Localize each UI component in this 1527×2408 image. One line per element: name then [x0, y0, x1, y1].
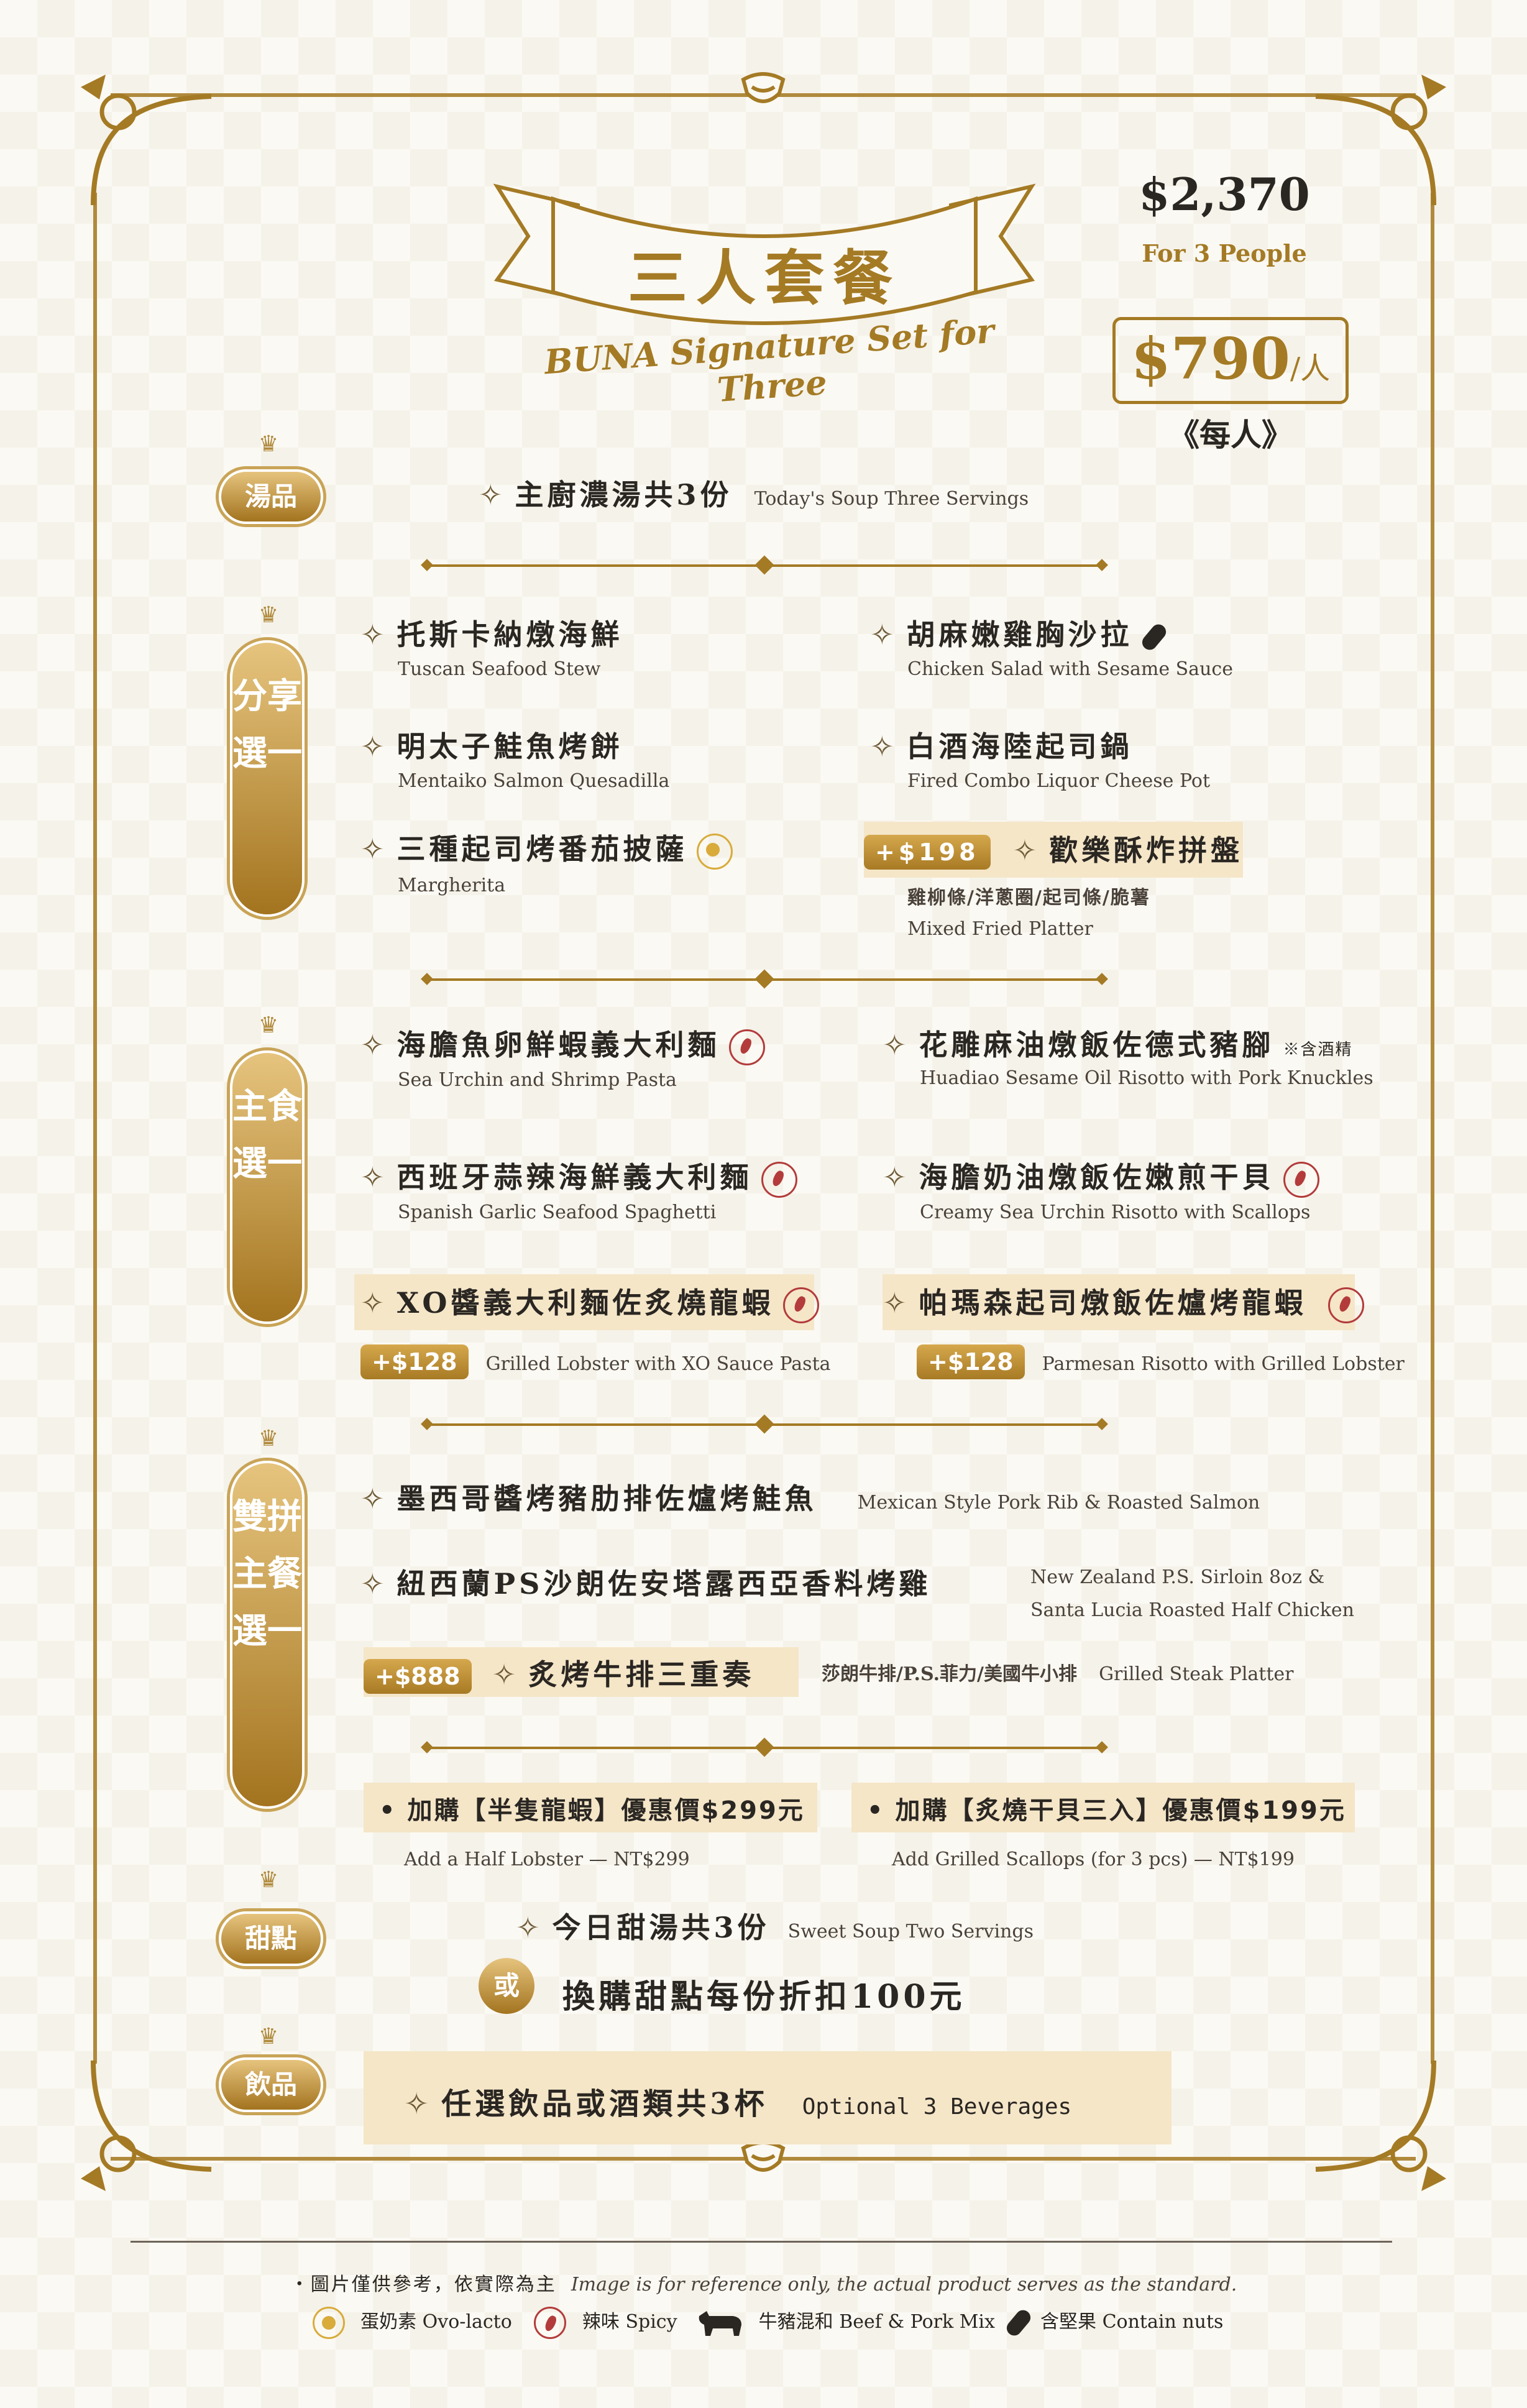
crown-icon: ♛ [258, 2024, 279, 2049]
title-banner [493, 183, 1036, 325]
addon-badge: +$888 [364, 1659, 472, 1694]
sparkle-icon: ✧ [360, 1482, 388, 1515]
corner-ornament-bl [81, 2060, 212, 2191]
highlight [354, 1274, 814, 1330]
total-price: $2,370 [1139, 168, 1310, 221]
spicy-icon [1283, 1162, 1319, 1198]
drink-item: ✧ 任選飲品或酒類共3杯 Optional 3 Beverages [404, 2087, 1072, 2121]
spicy-icon [761, 1162, 797, 1198]
share-label: 分享選一 [230, 640, 305, 917]
divider [421, 1737, 1108, 1757]
per-price: $790 [1130, 325, 1290, 392]
ovo-lacto-icon [312, 2307, 345, 2339]
divider [421, 969, 1108, 989]
sparkle-icon: ✧ [883, 1160, 910, 1194]
sparkle-icon: ✧ [360, 1160, 388, 1194]
for-people: For 3 People [1142, 239, 1307, 267]
crown-icon: ♛ [258, 1867, 279, 1893]
spicy-icon [782, 1287, 819, 1323]
main-item-1: ✧ 海膽魚卵鮮蝦義大利麵 Sea Urchin and Shrimp Pasta [360, 1022, 765, 1091]
sparkle-icon: ✧ [360, 832, 388, 866]
crown-icon: ♛ [258, 602, 279, 628]
share-item-3: ✧ 明太子鮭魚烤餅 Mentaiko Salmon Quesadilla [360, 730, 670, 792]
main-item-5: ✧ XO醬義大利麵佐炙燒龍蝦 +$128 Grilled Lobster with … [360, 1280, 831, 1379]
main-label: 主食選一 [230, 1050, 305, 1324]
per-note: 《每人》 [1168, 416, 1293, 453]
sparkle-icon: ✧ [1012, 834, 1041, 867]
divider [421, 555, 1108, 575]
share-item-1: ✧ 托斯卡納燉海鮮 Tuscan Seafood Stew [360, 618, 623, 680]
logo-top-icon [741, 72, 786, 103]
spicy-icon [728, 1029, 765, 1065]
corner-ornament-tr [1315, 75, 1446, 206]
double-item-3-detail: 莎朗牛排/P.S.菲力/美國牛小排 Grilled Steak Platter [822, 1663, 1294, 1685]
sparkle-icon: ✧ [883, 1028, 910, 1062]
sparkle-icon: ✧ [883, 1286, 910, 1320]
spicy-icon [1328, 1287, 1364, 1323]
soup-item: ✧ 主廚濃湯共3份 Today's Soup Three Servings [479, 478, 1029, 512]
dessert-label: 甜點 [219, 1911, 323, 1966]
main-item-4: ✧ 海膽奶油燉飯佐嫩煎干貝 Creamy Sea Urchin Risotto w… [883, 1155, 1319, 1223]
share-item-4: ✧ 白酒海陸起司鍋 Fired Combo Liquor Cheese Pot [870, 730, 1211, 792]
double-item-2: ✧ 紐西蘭PS沙朗佐安塔露西亞香料烤雞 [360, 1567, 932, 1601]
sparkle-icon: ✧ [516, 1911, 544, 1944]
corner-ornament-tl [81, 75, 212, 206]
double-item-1: ✧ 墨西哥醬烤豬肋排佐爐烤鮭魚 Mexican Style Pork Rib & … [360, 1482, 1260, 1515]
dessert-item: ✧ 今日甜湯共3份 Sweet Soup Two Servings [516, 1911, 1034, 1944]
share-item-2: ✧ 胡麻嫩雞胸沙拉 Chicken Salad with Sesame Sauce [870, 618, 1233, 680]
sparkle-icon: ✧ [479, 478, 507, 512]
drink-label: 飲品 [219, 2057, 323, 2112]
highlight [364, 2051, 1172, 2144]
sparkle-icon: ✧ [360, 1028, 388, 1062]
disclaimer: ‧圖片僅供參考，依實際為主 Image is for reference onl… [290, 2274, 1237, 2295]
sparkle-icon: ✧ [360, 1286, 388, 1320]
double-item-2-en: New Zealand P.S. Sirloin 8oz & Santa Luc… [1030, 1566, 1354, 1621]
beef-pork-icon [699, 2311, 742, 2336]
sparkle-icon: ✧ [870, 730, 898, 763]
main-item-3: ✧ 西班牙蒜辣海鮮義大利麵 Spanish Garlic Seafood Spag… [360, 1155, 797, 1223]
addon-badge: +$198 [864, 835, 991, 870]
double-label: 雙拼主餐選一 [230, 1461, 305, 1809]
spicy-icon [534, 2307, 567, 2339]
nuts-icon [1139, 621, 1169, 653]
double-item-3: +$888 ✧ 炙烤牛排三重奏 [364, 1652, 754, 1694]
soup-label: 湯品 [219, 469, 323, 524]
highlight [851, 1783, 1355, 1832]
extra-scallop: • 加購【炙燒干貝三入】優惠價$199元 Add Grilled Scallop… [867, 1796, 1346, 1870]
main-item-6: ✧ 帕瑪森起司燉飯佐爐烤龍蝦 +$128 Parmesan Risotto with… [883, 1280, 1405, 1379]
per-price-box: $790/人 [1112, 317, 1349, 404]
crown-icon: ♛ [258, 431, 279, 457]
share-item-5: ✧ 三種起司烤番茄披薩 Margherita [360, 827, 733, 896]
per-unit: /人 [1290, 351, 1331, 386]
sparkle-icon: ✧ [870, 618, 898, 651]
crown-icon: ♛ [258, 1013, 279, 1038]
sparkle-icon: ✧ [360, 730, 388, 763]
addon-badge: +$128 [360, 1344, 469, 1379]
main-item-2: ✧ 花雕麻油燉飯佐德式豬腳 ※含酒精 Huadiao Sesame Oil Riso… [883, 1028, 1373, 1089]
sparkle-icon: ✧ [492, 1658, 520, 1691]
sparkle-icon: ✧ [360, 618, 388, 651]
highlight [883, 1274, 1355, 1330]
divider [421, 1414, 1108, 1434]
corner-ornament-br [1315, 2060, 1446, 2191]
highlight [364, 1783, 817, 1832]
ovo-lacto-icon [696, 834, 733, 870]
extra-lobster: • 加購【半隻龍蝦】優惠價$299元 Add a Half Lobster — … [379, 1796, 805, 1870]
crown-icon: ♛ [258, 1426, 279, 1451]
sparkle-icon: ✧ [404, 2087, 433, 2121]
dessert-alt: 換購甜點每份折扣100元 [562, 1978, 966, 2016]
share-item-6: +$198 ✧ 歡樂酥炸拼盤 雞柳條/洋蔥圈/起司條/脆薯 Mixed Fried… [864, 828, 1243, 940]
or-badge: 或 [479, 1958, 534, 2014]
footer-rule [131, 2241, 1392, 2243]
nuts-icon [1003, 2307, 1034, 2339]
addon-badge: +$128 [917, 1344, 1025, 1379]
sparkle-icon: ✧ [360, 1567, 388, 1601]
legend: 蛋奶素 Ovo-lacto 辣味 Spicy 牛豬混和 Beef & Pork … [0, 2306, 1527, 2339]
title-zh: 三人套餐 [628, 243, 901, 313]
